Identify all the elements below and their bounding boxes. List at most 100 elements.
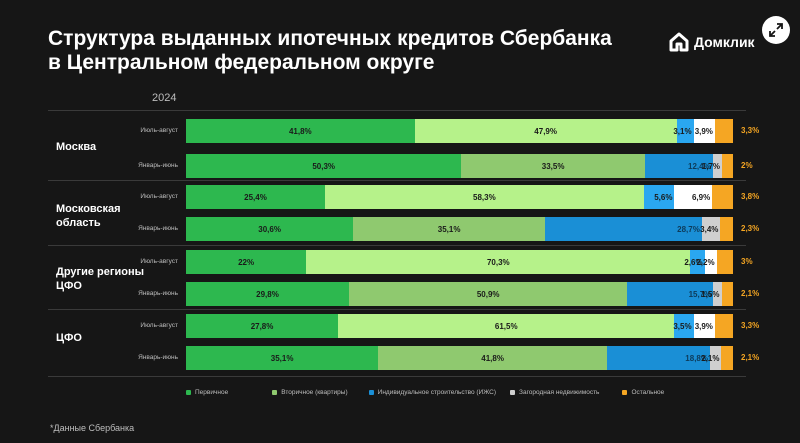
segment-value-label: 58,3%: [473, 192, 496, 202]
bar-segment-izhs: 3,5%: [673, 314, 694, 338]
bar-segment-primary: 50,3%: [186, 154, 462, 178]
bar-segment-country: 3,4%: [700, 217, 721, 241]
legend-swatch: [186, 390, 191, 395]
bar-segment-other: [720, 217, 733, 241]
other-value-label: 3,3%: [741, 126, 760, 135]
domclick-logo[interactable]: Домклик: [668, 31, 755, 53]
legend-label: Остальное: [631, 389, 665, 396]
legend-swatch: [272, 390, 278, 395]
segment-value-label: 27,8%: [250, 321, 274, 331]
segment-value-label: 6,9%: [691, 192, 711, 202]
segment-value-label: 3,1%: [673, 126, 692, 136]
other-value-label: 2,1%: [741, 289, 760, 298]
other-value-label: 3,3%: [741, 321, 760, 330]
period-label: Январь-июнь: [138, 290, 178, 297]
segment-value-label: 1,5%: [701, 289, 720, 299]
legend-swatch: [368, 390, 374, 395]
segment-value-label: 41,8%: [481, 353, 504, 363]
segment-value-label: 3,5%: [673, 321, 692, 331]
legend-label: Загородная недвижимость: [519, 389, 600, 396]
bar-segment-izhs: 15,7%: [627, 282, 714, 306]
segment-value-label: 2,6%: [684, 257, 703, 267]
bar-segment-izhs: 18,8%: [607, 346, 710, 370]
bar-segment-primary: 41,8%: [186, 119, 415, 143]
legend-swatch: [622, 390, 628, 395]
bar-segment-primary: 25,4%: [186, 185, 325, 209]
bar-segment-other: [714, 314, 733, 338]
year-label: 2024: [152, 92, 177, 104]
bar-segment-secondary: 33,5%: [461, 154, 645, 178]
bar-segment-country: 3,9%: [693, 119, 715, 143]
stacked-bar: 29,8% 50,9% 15,7% 1,5%: [186, 282, 733, 306]
segment-value-label: 50,3%: [312, 161, 336, 171]
bar-segment-primary: 30,6%: [186, 217, 354, 241]
group-separator: [48, 180, 746, 181]
stacked-bar: 30,6% 35,1% 28,7% 3,4%: [186, 217, 733, 241]
chart-title-line-1: Структура выданных ипотечных кредитов Сб…: [48, 27, 612, 50]
legend: Первичное Вторичное (квартиры) Индивидуаль…: [186, 389, 664, 396]
segment-value-label: 35,1%: [270, 353, 294, 363]
segment-value-label: 15,7%: [688, 289, 712, 299]
legend-label: Вторичное (квартиры): [281, 389, 348, 396]
bar-segment-other: [721, 282, 733, 306]
period-label: Июль-август: [140, 322, 178, 329]
segment-value-label: 41,8%: [288, 126, 312, 136]
segment-value-label: 3,9%: [694, 321, 713, 331]
bar-segment-secondary: 50,9%: [349, 282, 628, 306]
stacked-bar: 22% 70,3% 2,6% 2,2%: [186, 250, 733, 274]
segment-value-label: 25,4%: [244, 192, 267, 202]
house-logo-icon: [669, 32, 689, 52]
bar-segment-secondary: 47,9%: [414, 119, 677, 143]
other-value-label: 2,1%: [741, 353, 760, 362]
stacked-bar: 27,8% 61,5% 3,5% 3,9%: [186, 314, 733, 338]
bar-segment-country: 2,1%: [701, 346, 722, 370]
segment-value-label: 2,1%: [701, 353, 720, 363]
legend-item-primary: Первичное: [186, 389, 228, 396]
other-value-label: 3,8%: [741, 192, 760, 201]
segment-value-label: 3,9%: [694, 126, 713, 136]
other-value-label: 2,3%: [741, 224, 760, 233]
bar-segment-secondary: 61,5%: [338, 314, 675, 338]
bar-segment-country: 1,7%: [702, 154, 723, 178]
logo-text: Домклик: [694, 34, 755, 50]
bar-segment-other: [714, 119, 733, 143]
bar-segment-primary: 29,8%: [186, 282, 349, 306]
segment-value-label: 29,8%: [256, 289, 279, 299]
segment-value-label: 18,8%: [685, 353, 708, 363]
bar-segment-secondary: 58,3%: [324, 185, 644, 209]
legend-item-country: Загородная недвижимость: [510, 389, 599, 396]
segment-value-label: 33,5%: [541, 161, 565, 171]
bar-segment-country: 1,5%: [701, 282, 722, 306]
other-value-label: 3%: [741, 257, 753, 266]
segment-value-label: 3,4%: [700, 224, 719, 234]
group-separator: [48, 376, 746, 377]
legend-item-secondary: Вторичное (квартиры): [272, 389, 348, 396]
bar-segment-primary: 27,8%: [186, 314, 339, 338]
stacked-bar: 35,1% 41,8% 18,8% 2,1%: [186, 346, 733, 370]
bar-segment-izhs: 12,4%: [644, 154, 713, 178]
bar-segment-izhs: 3,1%: [673, 119, 694, 143]
bar-segment-izhs: 28,7%: [545, 217, 702, 241]
group-separator: [48, 110, 746, 111]
legend-label: Индивидуальное строительство (ИЖС): [377, 389, 497, 396]
bar-segment-izhs: 5,6%: [643, 185, 675, 209]
expand-button[interactable]: [762, 16, 790, 44]
segment-value-label: 2,2%: [696, 257, 715, 267]
legend-swatch: [510, 390, 516, 395]
period-label: Январь-июнь: [138, 354, 178, 361]
segment-value-label: 28,7%: [677, 224, 700, 234]
bar-segment-secondary: 35,1%: [353, 217, 545, 241]
legend-label: Первичное: [195, 389, 229, 396]
segment-value-label: 70,3%: [486, 257, 510, 267]
group-separator: [48, 245, 746, 246]
chart-title: Структура выданных ипотечных кредитов Сб…: [48, 27, 648, 75]
region-label: Другие регионы ЦФО: [56, 266, 144, 292]
period-label: Июль-август: [140, 193, 178, 200]
expand-icon: [769, 23, 783, 37]
stacked-bar: 25,4% 58,3% 5,6% 6,9%: [186, 185, 733, 209]
segment-value-label: 12,4%: [688, 161, 711, 171]
segment-value-label: 1,7%: [701, 161, 721, 171]
period-label: Январь-июнь: [138, 225, 178, 232]
bar-segment-other: [722, 154, 733, 178]
segment-value-label: 61,5%: [494, 321, 518, 331]
